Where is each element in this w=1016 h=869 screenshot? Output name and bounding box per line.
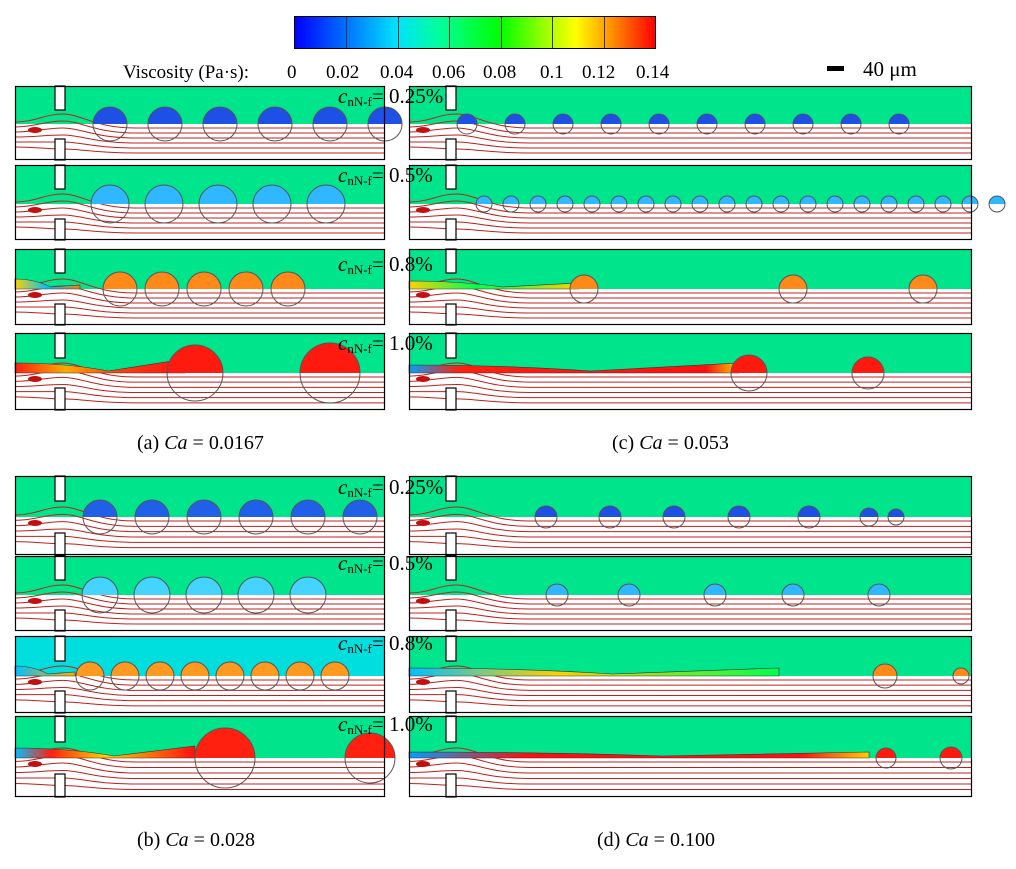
scale-bar bbox=[827, 66, 844, 71]
caption-c: (c) Ca = 0.053 bbox=[612, 432, 729, 454]
concentration-label-b-4: cnN-f= 1.0% bbox=[338, 712, 433, 737]
concentration-label-b-3: cnN-f= 0.8% bbox=[338, 631, 433, 656]
caption-b: (b) Ca = 0.028 bbox=[137, 829, 255, 851]
colorbar-tick-7: 0.14 bbox=[636, 62, 670, 83]
colorbar-title: Viscosity (Pa·s): bbox=[123, 62, 250, 83]
scale-bar-label: 40 μm bbox=[863, 57, 917, 81]
viscosity-colorbar bbox=[294, 16, 656, 49]
colorbar-tick-0: 0 bbox=[287, 62, 297, 83]
colorbar-tick-6: 0.12 bbox=[582, 62, 616, 83]
colorbar-tick-1: 0.02 bbox=[326, 62, 360, 83]
colorbar-tick-2: 0.04 bbox=[380, 62, 414, 83]
concentration-label-a-2: cnN-f= 0.5% bbox=[338, 163, 433, 188]
colorbar-tick-4: 0.08 bbox=[483, 62, 517, 83]
concentration-label-a-4: cnN-f= 1.0% bbox=[338, 331, 433, 356]
concentration-label-b-2: cnN-f= 0.5% bbox=[338, 551, 433, 576]
concentration-label-a-1: cnN-f= 0.25% bbox=[338, 84, 444, 109]
caption-d: (d) Ca = 0.100 bbox=[597, 829, 715, 851]
caption-a: (a) Ca = 0.0167 bbox=[137, 432, 264, 454]
colorbar-tick-3: 0.06 bbox=[432, 62, 466, 83]
colorbar-tick-5: 0.1 bbox=[540, 62, 564, 83]
concentration-label-b-1: cnN-f= 0.25% bbox=[338, 475, 444, 500]
concentration-label-a-3: cnN-f= 0.8% bbox=[338, 252, 433, 277]
